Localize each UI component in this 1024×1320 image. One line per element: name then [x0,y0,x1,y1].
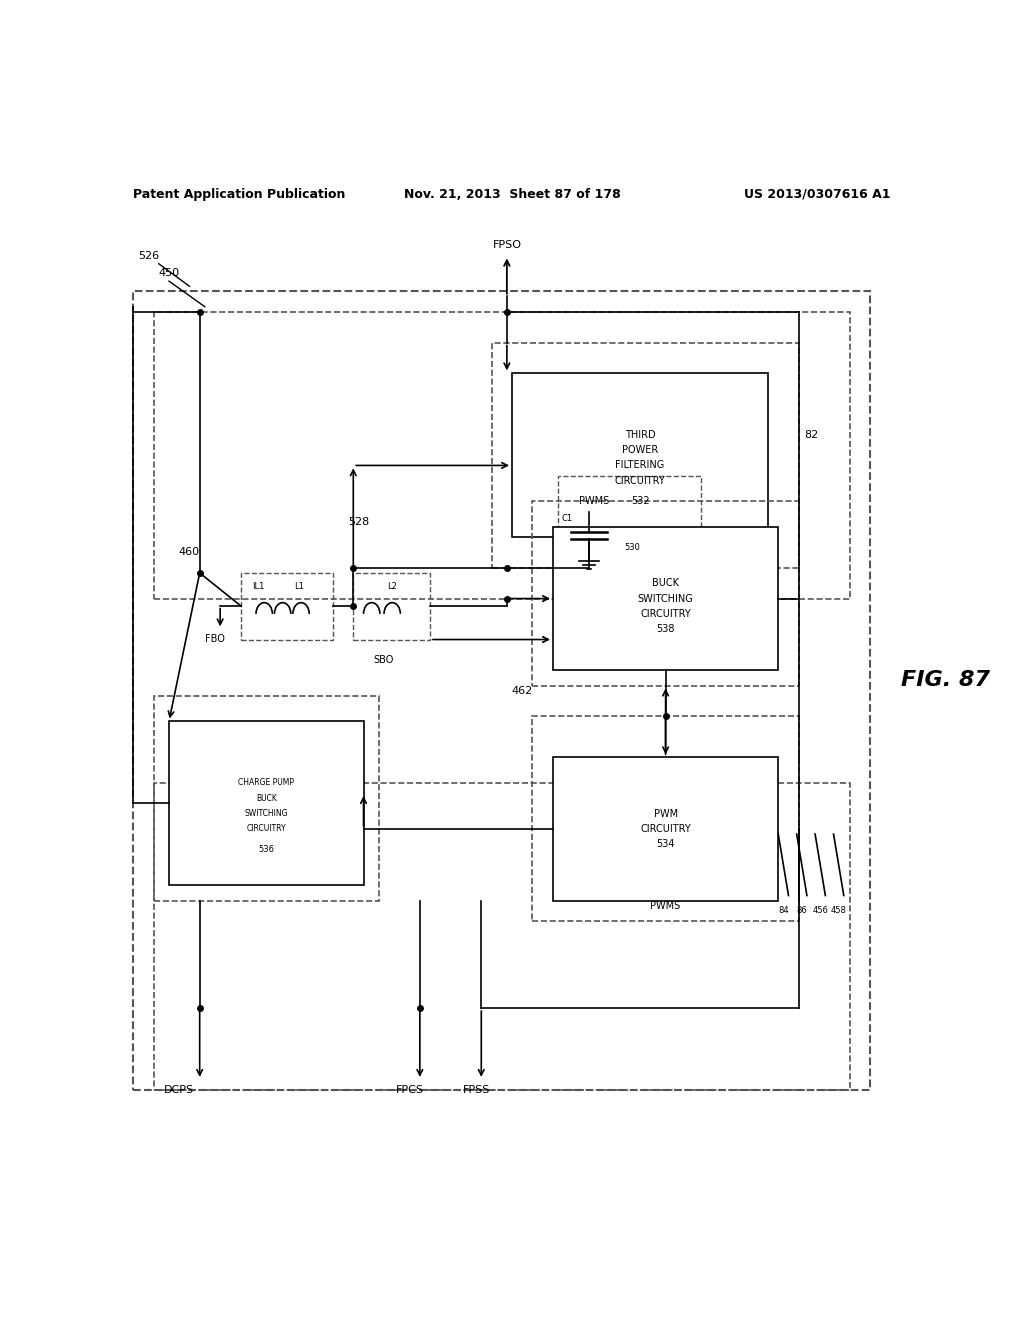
Text: CHARGE PUMP: CHARGE PUMP [239,779,294,787]
FancyBboxPatch shape [553,527,778,671]
Text: PWMS: PWMS [650,900,681,911]
Text: FPCS: FPCS [395,1085,424,1096]
Text: 530: 530 [625,543,641,552]
Text: 526: 526 [138,251,160,260]
Text: 86: 86 [797,906,807,915]
Text: PWM: PWM [653,809,678,818]
Text: SWITCHING: SWITCHING [245,809,288,818]
Text: 532: 532 [631,496,649,507]
Text: 460: 460 [178,548,200,557]
Text: POWER: POWER [622,445,658,455]
Text: 456: 456 [812,906,828,915]
FancyBboxPatch shape [169,722,364,886]
Text: DCPS: DCPS [164,1085,195,1096]
Text: SWITCHING: SWITCHING [638,594,693,603]
Text: CIRCUITRY: CIRCUITRY [640,824,691,834]
Text: 534: 534 [656,840,675,849]
Text: THIRD: THIRD [625,430,655,440]
FancyBboxPatch shape [553,758,778,900]
Text: 450: 450 [159,268,180,279]
Text: CIRCUITRY: CIRCUITRY [614,475,666,486]
Text: FILTERING: FILTERING [615,461,665,470]
Text: SBO: SBO [374,655,394,665]
Text: 458: 458 [830,906,847,915]
Text: L1: L1 [294,582,304,591]
Text: IL1: IL1 [252,582,264,591]
Text: FPSS: FPSS [463,1085,489,1096]
Text: C1: C1 [561,515,572,523]
Text: PWMS: PWMS [579,496,609,507]
Text: FIG. 87: FIG. 87 [901,671,990,690]
Text: CIRCUITRY: CIRCUITRY [640,609,691,619]
Text: 84: 84 [778,906,788,915]
Text: 538: 538 [656,624,675,635]
Text: Patent Application Publication: Patent Application Publication [133,187,345,201]
Text: 528: 528 [348,516,370,527]
Text: 82: 82 [804,430,818,440]
Text: Nov. 21, 2013  Sheet 87 of 178: Nov. 21, 2013 Sheet 87 of 178 [403,187,621,201]
Text: BUCK: BUCK [652,578,679,589]
FancyBboxPatch shape [512,374,768,537]
Text: FBO: FBO [205,635,225,644]
Text: FPSO: FPSO [493,240,521,251]
Text: US 2013/0307616 A1: US 2013/0307616 A1 [744,187,891,201]
Text: 536: 536 [258,845,274,854]
Text: BUCK: BUCK [256,793,276,803]
Text: L2: L2 [387,582,397,591]
Text: 462: 462 [511,685,532,696]
Text: CIRCUITRY: CIRCUITRY [247,825,286,833]
